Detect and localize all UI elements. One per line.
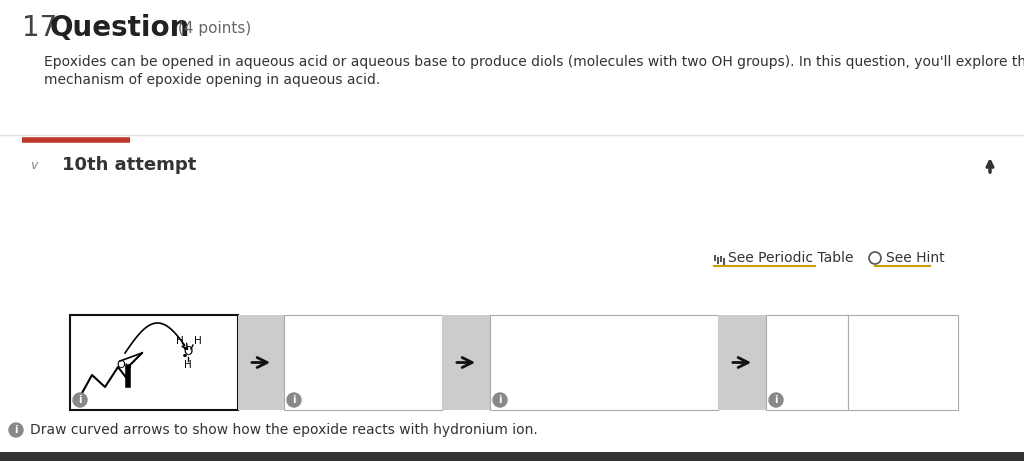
Bar — [70, 315, 238, 410]
Text: O: O — [183, 344, 193, 357]
Text: Draw curved arrows to show how the epoxide reacts with hydronium ion.: Draw curved arrows to show how the epoxi… — [30, 423, 538, 437]
Text: i: i — [774, 395, 778, 405]
Bar — [284, 315, 442, 410]
Circle shape — [73, 393, 87, 407]
Bar — [442, 315, 490, 410]
Text: H: H — [195, 336, 202, 346]
Bar — [720, 256, 722, 262]
Bar — [718, 315, 766, 410]
Bar — [723, 258, 725, 266]
Text: Question: Question — [50, 14, 190, 42]
Text: See Periodic Table: See Periodic Table — [728, 251, 853, 265]
Text: (4 points): (4 points) — [178, 20, 251, 35]
Circle shape — [493, 393, 507, 407]
Bar — [0, 452, 1024, 461]
Circle shape — [9, 423, 23, 437]
Text: i: i — [14, 425, 17, 435]
Text: v: v — [30, 159, 37, 171]
Bar — [717, 257, 719, 264]
Bar — [848, 315, 958, 410]
Text: i: i — [292, 395, 296, 405]
Bar — [490, 315, 718, 410]
Text: 17: 17 — [22, 14, 57, 42]
Circle shape — [769, 393, 783, 407]
Text: 10th attempt: 10th attempt — [62, 156, 197, 174]
Text: i: i — [499, 395, 502, 405]
Circle shape — [287, 393, 301, 407]
Text: i: i — [78, 395, 82, 405]
Text: H: H — [184, 360, 191, 370]
Text: O:: O: — [116, 360, 128, 370]
Bar — [714, 255, 716, 261]
Bar — [238, 315, 284, 410]
Text: mechanism of epoxide opening in aqueous acid.: mechanism of epoxide opening in aqueous … — [44, 73, 380, 87]
Bar — [766, 315, 848, 410]
Text: H: H — [176, 336, 184, 346]
Text: See Hint: See Hint — [886, 251, 944, 265]
Text: Epoxides can be opened in aqueous acid or aqueous base to produce diols (molecul: Epoxides can be opened in aqueous acid o… — [44, 55, 1024, 69]
